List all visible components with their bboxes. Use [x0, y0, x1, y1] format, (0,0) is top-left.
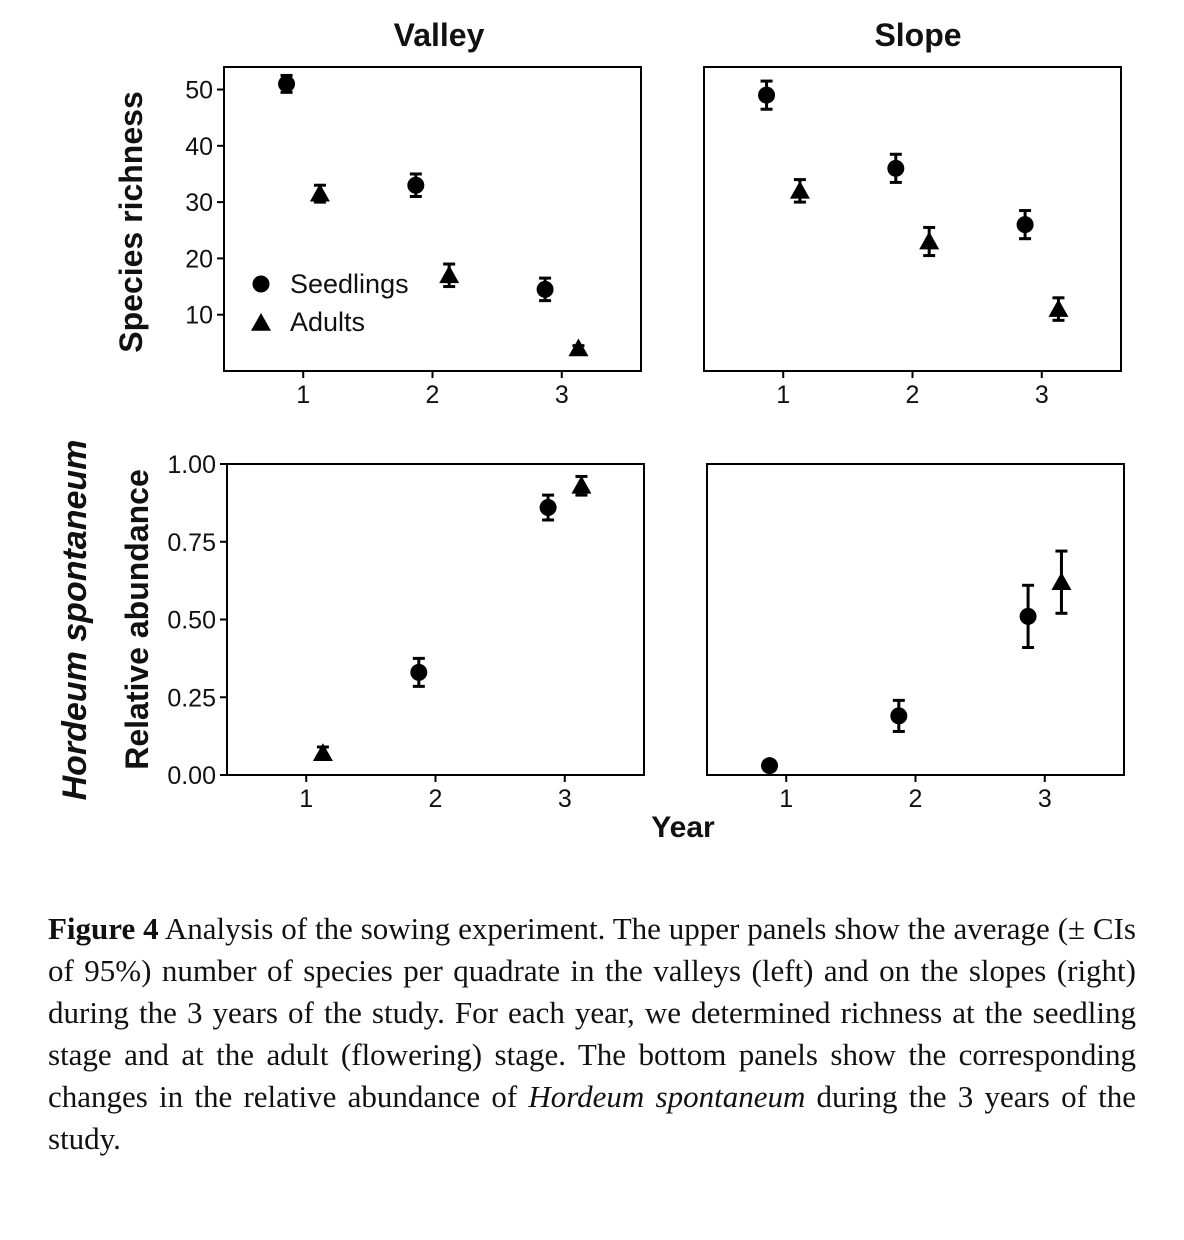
y-tick-label: 40	[185, 133, 213, 161]
chart-panel-1: 1 2 3 10 20 30 40 50 Species richness Seedlings Ad…	[113, 66, 642, 409]
seedlings-point	[407, 176, 425, 194]
seedlings-point	[278, 75, 296, 93]
x-tick-label: 3	[555, 381, 569, 409]
seedlings-point	[536, 280, 554, 298]
adults-point	[309, 183, 330, 202]
column-title-slope: Slope	[874, 17, 961, 53]
seedlings-point	[761, 757, 779, 775]
x-tick-label: 3	[1035, 381, 1049, 409]
legend-marker-adults	[251, 313, 271, 331]
legend: Seedlings Adults	[251, 269, 409, 337]
species-side-label: Hordeum spontaneum	[56, 440, 94, 801]
seedlings-point	[758, 86, 776, 104]
adults-point	[1051, 572, 1072, 590]
caption-text: Analysis of the sowing experiment. The u…	[48, 911, 1136, 1114]
seedlings-point	[410, 663, 428, 681]
plot-frame	[703, 66, 1122, 372]
y-tick-label: 0.00	[167, 762, 216, 790]
seedlings-point	[1016, 216, 1034, 234]
adults-point	[571, 475, 592, 494]
adults-point	[789, 180, 810, 199]
y-tick-label: 30	[185, 189, 213, 217]
seedlings-point	[890, 707, 908, 725]
chart-panel-2: 1 2 3	[703, 66, 1122, 409]
figure-4: 1 2 3 10 20 30 40 50 Species richness Seedlings Ad…	[56, 17, 1125, 844]
seedlings-point	[1019, 607, 1037, 625]
x-tick-label: 2	[426, 381, 440, 409]
caption-label: Figure 4	[48, 911, 159, 946]
x-tick-label: 3	[1038, 785, 1052, 813]
adults-point	[919, 231, 940, 250]
adults-point	[312, 743, 333, 762]
figure-caption: Figure 4 Analysis of the sowing experime…	[48, 908, 1136, 1160]
y-tick-label: 0.50	[167, 607, 216, 635]
y-axis-label: Relative abundance	[119, 469, 155, 770]
x-tick-label: 1	[779, 785, 793, 813]
y-tick-label: 0.25	[167, 684, 216, 712]
y-tick-label: 0.75	[167, 529, 216, 557]
x-tick-label: 3	[558, 785, 572, 813]
adults-point	[1048, 299, 1069, 317]
x-tick-label: 1	[776, 381, 790, 409]
adults-point	[568, 338, 589, 357]
legend-label: Adults	[290, 307, 365, 337]
y-tick-label: 50	[185, 77, 213, 105]
x-tick-label: 1	[296, 381, 310, 409]
seedlings-point	[539, 499, 557, 517]
seedlings-point	[887, 159, 905, 177]
caption-text-end: during the 3 years of the study.	[48, 1079, 1136, 1156]
plot-frame	[706, 463, 1125, 776]
y-tick-label: 20	[185, 245, 213, 273]
caption-species: Hordeum spontaneum	[528, 1079, 806, 1114]
chart-panel-4: 1 2 3	[706, 463, 1125, 813]
legend-marker-seedlings	[252, 275, 270, 293]
y-tick-label: 1.00	[167, 451, 216, 479]
legend-label: Seedlings	[290, 269, 409, 299]
x-tick-label: 2	[429, 785, 443, 813]
y-axis-label: Species richness	[113, 91, 149, 352]
x-tick-label: 2	[909, 785, 923, 813]
plot-frame	[226, 463, 645, 776]
y-tick-label: 10	[185, 302, 213, 330]
chart-panel-3: 1 2 3 0.00 0.25 0.50 0.75 1.00 Relative abundanc…	[119, 451, 645, 813]
plot-frame	[223, 66, 642, 372]
column-title-valley: Valley	[394, 17, 485, 53]
x-tick-label: 2	[906, 381, 920, 409]
x-tick-label: 1	[299, 785, 313, 813]
x-axis-title: Year	[651, 811, 715, 844]
adults-point	[439, 265, 460, 284]
